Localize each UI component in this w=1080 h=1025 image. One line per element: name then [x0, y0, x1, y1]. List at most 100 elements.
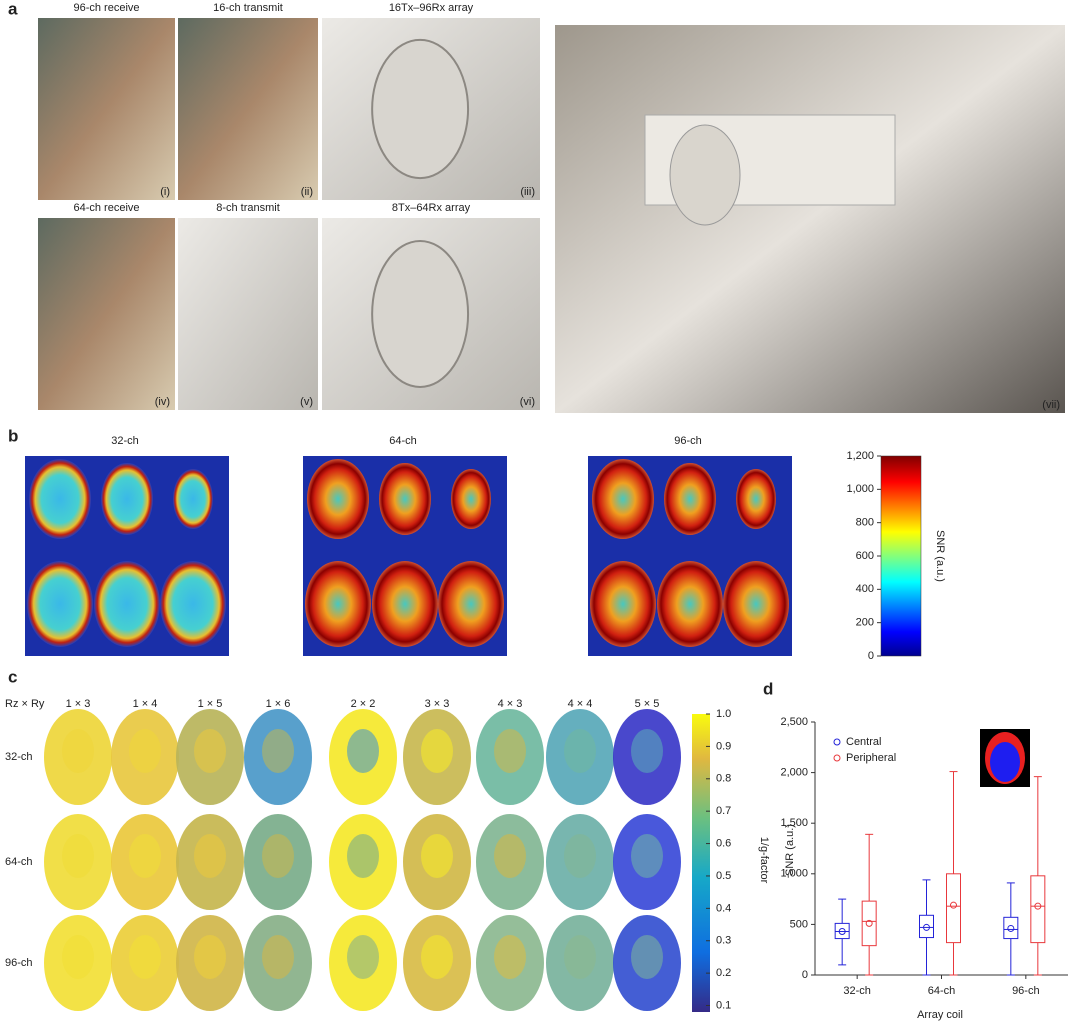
- colorbar-tick-label: 0.5: [716, 870, 731, 882]
- colorbar-tick-label: 0: [868, 650, 874, 662]
- photo-title: 8Tx–64Rx array: [392, 202, 471, 214]
- g-factor-core: [494, 834, 526, 878]
- brain-slice: [27, 561, 93, 647]
- brain-slice: [101, 463, 153, 535]
- y-tick-label: 1,000: [780, 868, 808, 880]
- brain-slice: [657, 561, 723, 647]
- y-tick-label: 0: [802, 969, 808, 981]
- colorbar-tick-label: 0.1: [716, 999, 731, 1011]
- photo-tag: (vi): [520, 396, 535, 408]
- g-factor-core: [421, 935, 453, 979]
- g-factor-core: [194, 834, 226, 878]
- y-tick-label: 2,500: [780, 716, 808, 728]
- x-tick-label: 32-ch: [843, 985, 871, 997]
- g-factor-core: [631, 935, 663, 979]
- g-factor-core: [194, 729, 226, 773]
- g-factor-core: [421, 834, 453, 878]
- g-factor-core: [129, 935, 161, 979]
- photo-tag: (i): [160, 186, 170, 198]
- row-label: 64-ch: [5, 856, 33, 868]
- y-tick-label: 2,000: [780, 767, 808, 779]
- colorbar: [692, 714, 710, 1012]
- mean: [950, 901, 957, 909]
- brain-slice: [379, 463, 431, 535]
- g-factor-core: [347, 935, 379, 979]
- column-label: 5 × 5: [635, 698, 660, 710]
- legend-marker: [833, 754, 841, 762]
- colorbar-tick-label: 0.3: [716, 935, 731, 947]
- brain-slice: [173, 469, 213, 529]
- panel-label: b: [8, 426, 18, 445]
- brain-slice: [438, 561, 504, 647]
- g-factor-core: [494, 729, 526, 773]
- brain-slice: [29, 459, 91, 539]
- photo-title: 16Tx–96Rx array: [389, 2, 474, 14]
- brain-slice: [94, 561, 160, 647]
- g-factor-core: [129, 729, 161, 773]
- row-label: 32-ch: [5, 751, 33, 763]
- photo: [555, 25, 1065, 413]
- brain-slice: [590, 561, 656, 647]
- column-label: 1 × 4: [133, 698, 158, 710]
- panel-label: d: [763, 679, 773, 698]
- box: [1003, 916, 1019, 940]
- legend-label: Peripheral: [846, 752, 896, 764]
- map-title: 64-ch: [389, 435, 417, 447]
- column-label: 1 × 5: [198, 698, 223, 710]
- photo-tag: (ii): [301, 186, 313, 198]
- photo-detail: [669, 124, 741, 226]
- photo-tag: (v): [300, 396, 313, 408]
- legend-label: Central: [846, 736, 881, 748]
- corner-label: Rz × Ry: [5, 698, 45, 710]
- y-tick-label: 500: [790, 918, 808, 930]
- column-label: 4 × 3: [498, 698, 523, 710]
- colorbar-tick-label: 0.2: [716, 967, 731, 979]
- g-factor-core: [564, 834, 596, 878]
- g-factor-core: [129, 834, 161, 878]
- inset-central: [990, 742, 1020, 782]
- g-factor-core: [564, 729, 596, 773]
- column-label: 3 × 3: [425, 698, 450, 710]
- g-factor-core: [494, 935, 526, 979]
- colorbar-tick-label: 0.8: [716, 773, 731, 785]
- photo-tag: (iv): [155, 396, 170, 408]
- g-factor-core: [564, 935, 596, 979]
- row-label: 96-ch: [5, 957, 33, 969]
- column-label: 1 × 6: [266, 698, 291, 710]
- photo-tag: (vii): [1042, 399, 1060, 411]
- photo-title: 64-ch receive: [73, 202, 139, 214]
- mean: [1034, 902, 1042, 910]
- brain-slice: [592, 459, 654, 539]
- box: [834, 922, 850, 940]
- x-tick-label: 96-ch: [1012, 985, 1040, 997]
- brain-slice: [664, 463, 716, 535]
- map-title: 96-ch: [674, 435, 702, 447]
- g-factor-core: [262, 729, 294, 773]
- g-factor-core: [62, 935, 94, 979]
- photo: [38, 18, 175, 200]
- mean: [865, 919, 873, 927]
- photo-title: 16-ch transmit: [213, 2, 283, 14]
- brain-slice: [451, 469, 491, 529]
- colorbar-tick-label: 1.0: [716, 708, 731, 720]
- colorbar-tick-label: 0.6: [716, 837, 731, 849]
- panel-label: a: [8, 0, 18, 18]
- photo: [178, 18, 318, 200]
- box: [946, 873, 961, 944]
- g-factor-core: [347, 729, 379, 773]
- x-tick-label: 64-ch: [928, 985, 956, 997]
- colorbar-tick-label: 800: [856, 517, 874, 529]
- brain-slice: [372, 561, 438, 647]
- g-factor-core: [262, 935, 294, 979]
- photo-title: 96-ch receive: [73, 2, 139, 14]
- colorbar-tick-label: 1,200: [846, 450, 874, 462]
- colorbar-tick-label: 600: [856, 550, 874, 562]
- g-factor-core: [421, 729, 453, 773]
- column-label: 1 × 3: [66, 698, 91, 710]
- y-tick-label: 1,500: [780, 817, 808, 829]
- brain-slice: [723, 561, 789, 647]
- photo: [38, 218, 175, 410]
- brain-slice: [305, 561, 371, 647]
- x-axis-label: Array coil: [917, 1009, 963, 1021]
